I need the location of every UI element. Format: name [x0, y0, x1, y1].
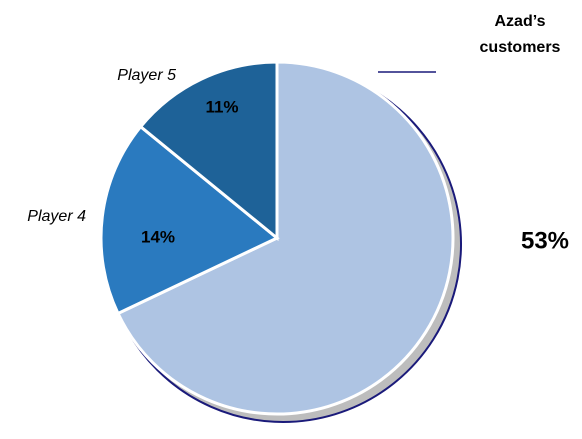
pie-slice: [99, 124, 280, 316]
category-label: Player 5: [117, 67, 176, 84]
value-label: 11%: [205, 97, 238, 116]
value-label: 14%: [141, 227, 175, 246]
category-label: Player 4: [27, 208, 86, 225]
pie-slice: [115, 60, 455, 416]
category-label: Azad’s customers: [480, 13, 561, 56]
value-label: 53%: [521, 227, 569, 254]
pie-slice: [138, 60, 279, 242]
